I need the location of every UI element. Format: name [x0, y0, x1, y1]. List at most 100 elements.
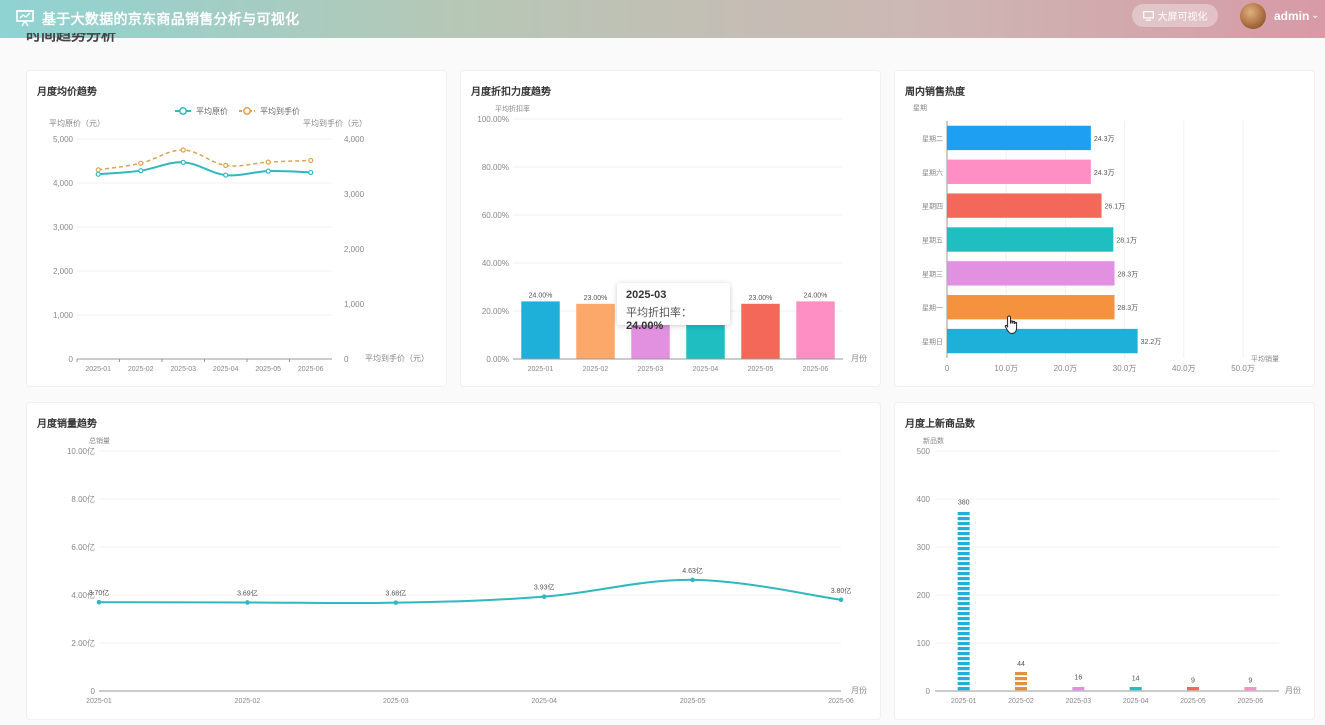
data-label: 3.93亿: [534, 583, 555, 592]
y-tick-label-right: 3,000: [344, 190, 365, 199]
bar-segment: [957, 597, 970, 601]
y-tick-label: 星期六: [922, 168, 943, 177]
x-tick-label: 2025-01: [528, 366, 554, 373]
tooltip-row: 平均折扣率：24.00%: [626, 304, 721, 332]
bar: [947, 261, 1115, 286]
data-point: [95, 167, 101, 173]
bar-segment: [957, 572, 970, 576]
data-point: [180, 159, 186, 165]
y-tick-label: 星期二: [922, 135, 943, 143]
y-tick-label: 2.00亿: [71, 638, 95, 648]
series-line: [98, 161, 311, 177]
x-axis-title-right: 平均到手价（元）: [365, 353, 429, 363]
y-tick-label: 20.00%: [482, 307, 509, 316]
bar-segment: [957, 642, 970, 646]
bar-segment: [957, 677, 970, 681]
x-axis-title: 月份: [1285, 685, 1301, 695]
x-axis-title: 月份: [851, 685, 867, 695]
x-tick-label: 30.0万: [1113, 364, 1137, 373]
x-tick-label: 2025-05: [255, 366, 281, 373]
data-point: [541, 594, 547, 599]
bar: [947, 328, 1138, 354]
y-tick-label-left: 0: [69, 355, 74, 364]
bar-label: 28.1万: [1116, 237, 1137, 245]
x-tick-label: 50.0万: [1231, 364, 1255, 373]
avatar[interactable]: [1240, 3, 1266, 29]
bigscreen-label: 大屏可视化: [1157, 12, 1208, 23]
bar-segment: [957, 652, 970, 656]
x-tick-label: 20.0万: [1054, 364, 1078, 373]
bar-segment: [1015, 682, 1027, 686]
bar: [1244, 687, 1257, 691]
bar: [576, 303, 615, 359]
chart-tooltip: 2025-03 平均折扣率：24.00%: [617, 283, 730, 332]
y-tick-label-right: 2,000: [344, 245, 365, 254]
data-point: [308, 169, 314, 176]
x-tick-label: 2025-05: [1180, 698, 1206, 705]
bar-segment: [957, 587, 970, 591]
x-axis-title: 平均销量: [1251, 354, 1279, 363]
x-tick-label: 2025-03: [638, 366, 664, 373]
y-tick-label-right: 4,000: [344, 135, 365, 144]
legend-label: 平均到手价: [260, 106, 300, 116]
data-point: [393, 600, 399, 605]
bar-segment: [957, 607, 970, 611]
bar-label: 9: [1248, 678, 1252, 685]
data-point: [265, 159, 271, 165]
app-title: 基于大数据的京东商品销售分析与可视化: [42, 11, 300, 27]
x-tick-label: 2025-01: [85, 366, 111, 373]
card-weekday-heat: 周内销售热度 0 10.0万 20.0万 30.0万 40.0万 50.0万 星期 平均销量 2…: [894, 70, 1315, 387]
bar-segment: [957, 547, 970, 551]
chevron-down-icon[interactable]: ⌄: [1311, 10, 1320, 21]
x-tick-label: 2025-05: [748, 366, 774, 373]
bar-segment: [957, 617, 970, 621]
user-name[interactable]: admin: [1274, 9, 1310, 23]
bar-segment: [957, 612, 970, 616]
bar-segment: [957, 577, 970, 581]
data-point: [96, 599, 102, 605]
bar-segment: [957, 647, 970, 651]
bar-segment: [957, 637, 970, 641]
bigscreen-button[interactable]: 大屏可视化: [1132, 4, 1218, 27]
x-tick-label: 2025-02: [1008, 698, 1034, 705]
bar-label: 26.1万: [1105, 203, 1126, 211]
x-tick-label: 2025-06: [803, 366, 829, 373]
bar: [1187, 687, 1199, 691]
y-tick-label-left: 2,000: [53, 267, 74, 276]
y-tick-label-left: 5,000: [53, 135, 74, 144]
x-tick-label: 2025-05: [680, 698, 706, 705]
y-tick-label: 0: [926, 687, 931, 696]
price-trend-chart: 0 1,000 2,000 3,000 4,000 5,000 0 1,000 2,000 3,0…: [49, 106, 429, 373]
card-title: 月度销量趋势: [37, 419, 97, 430]
y-tick-label: 8.00亿: [71, 494, 95, 504]
bar-segment: [957, 627, 970, 631]
y-axis-title: 新品数: [923, 436, 944, 445]
bar-segment: [957, 532, 970, 536]
bar-label: 23.00%: [584, 295, 608, 302]
bar: [947, 193, 1102, 218]
bar: [957, 512, 970, 691]
card-title: 周内销售热度: [905, 87, 965, 98]
y-tick-label: 0: [91, 687, 96, 696]
y-axis-title-right: 平均到手价（元）: [303, 118, 367, 128]
discount-trend-chart: 0.00% 20.00% 40.00% 60.00% 80.00% 100.00% 平均折扣…: [477, 104, 867, 373]
y-tick-label: 4.00亿: [71, 590, 95, 600]
data-point: [138, 168, 144, 174]
y-tick-label-left: 1,000: [53, 311, 74, 320]
bar-label: 9: [1191, 678, 1195, 685]
data-point: [95, 171, 101, 177]
bar-segment: [957, 527, 970, 531]
bar-segment: [957, 517, 970, 521]
x-tick-label: 40.0万: [1172, 364, 1196, 373]
y-tick-label: 100: [917, 639, 931, 648]
x-tick-label: 2025-02: [235, 698, 261, 705]
hand-cursor-icon: [1004, 315, 1018, 335]
bar-segment: [957, 632, 970, 636]
bar-segment: [957, 592, 970, 596]
data-label: 3.80亿: [831, 586, 852, 595]
bar-segment: [957, 567, 970, 571]
bar-segment: [957, 672, 970, 676]
y-axis-title-left: 平均原价（元）: [49, 118, 105, 128]
data-point: [245, 600, 250, 605]
x-tick-label: 2025-03: [383, 698, 409, 705]
